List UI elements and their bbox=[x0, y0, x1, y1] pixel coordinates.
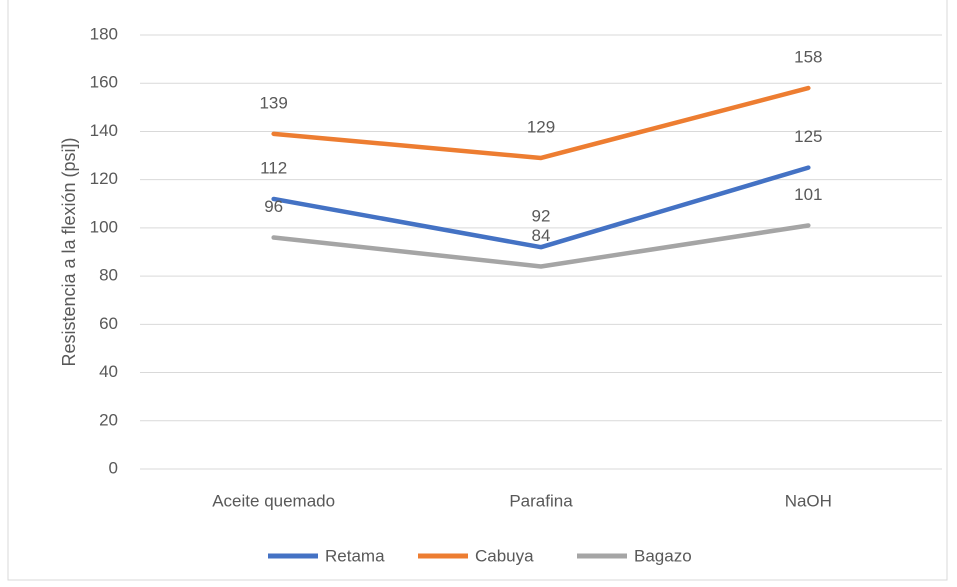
data-label: 84 bbox=[532, 226, 551, 245]
y-tick-label: 120 bbox=[90, 169, 118, 188]
y-tick-label: 0 bbox=[109, 458, 118, 477]
series-line bbox=[271, 165, 811, 250]
x-tick-label: Aceite quemado bbox=[212, 491, 335, 510]
y-axis-label: Resistencia a la flexión (psi]) bbox=[59, 137, 79, 366]
data-label: 101 bbox=[794, 185, 822, 204]
chart-border bbox=[7, 0, 948, 581]
y-tick-label: 20 bbox=[99, 410, 118, 429]
y-tick-label: 140 bbox=[90, 121, 118, 140]
data-label: 139 bbox=[259, 93, 287, 112]
data-label: 129 bbox=[527, 117, 555, 136]
y-tick-label: 160 bbox=[90, 73, 118, 92]
series-line bbox=[271, 223, 811, 269]
x-tick-label: Parafina bbox=[509, 491, 573, 510]
data-label: 96 bbox=[264, 197, 283, 216]
y-tick-label: 100 bbox=[90, 217, 118, 236]
legend-label: Cabuya bbox=[475, 546, 534, 565]
x-tick-label: NaOH bbox=[785, 491, 832, 510]
data-label: 158 bbox=[794, 48, 822, 67]
y-tick-label: 180 bbox=[90, 24, 118, 43]
legend-label: Retama bbox=[325, 546, 385, 565]
y-tick-label: 60 bbox=[99, 314, 118, 333]
y-tick-label: 40 bbox=[99, 362, 118, 381]
y-tick-label: 80 bbox=[99, 266, 118, 285]
series-line bbox=[271, 85, 811, 161]
data-label: 112 bbox=[260, 158, 287, 177]
data-label: 92 bbox=[532, 207, 551, 226]
data-label: 125 bbox=[794, 127, 822, 146]
legend-label: Bagazo bbox=[634, 546, 692, 565]
